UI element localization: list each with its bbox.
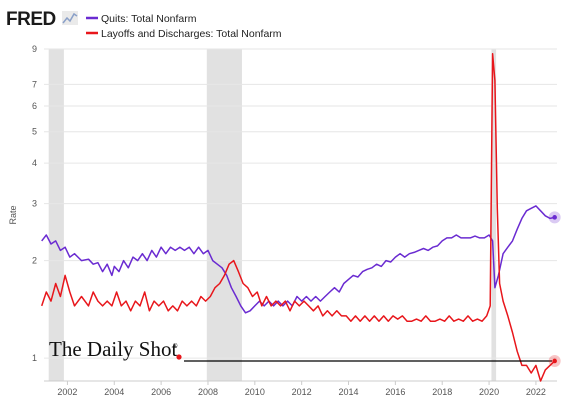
x-tick-label-2020: 2020 xyxy=(479,387,499,397)
x-tick-label-2022: 2022 xyxy=(526,387,546,397)
y-axis-ticks: 1 2 3 4 5 6 7 9 xyxy=(32,44,37,363)
fred-logo[interactable]: FRED xyxy=(6,9,78,30)
x-tick-label-2006: 2006 xyxy=(151,387,171,397)
series-end-dot-1[interactable] xyxy=(552,358,557,364)
chart-line-icon xyxy=(62,11,78,25)
recession-band-0 xyxy=(48,49,64,381)
y-tick-label-6: 6 xyxy=(32,101,37,111)
y-tick-label-3: 3 xyxy=(32,199,37,209)
recession-bands xyxy=(48,49,497,381)
y-tick-label-5: 5 xyxy=(32,127,37,137)
recession-band-1 xyxy=(206,49,242,381)
legend-label-layoffs: Layoffs and Discharges: Total Nonfarm xyxy=(101,28,282,40)
series-line-0[interactable] xyxy=(41,205,555,314)
y-tick-label-1: 1 xyxy=(32,353,37,363)
y-tick-label-9: 9 xyxy=(32,44,37,54)
watermark-dot xyxy=(176,354,182,360)
x-axis-ticks: 2002 2004 2006 2008 2010 2012 2014 2016 2018 2020… xyxy=(57,381,546,397)
x-tick-label-2014: 2014 xyxy=(339,387,359,397)
watermark: The Daily Shot ® xyxy=(49,337,552,362)
legend: Quits: Total Nonfarm Layoffs and Dischar… xyxy=(86,13,282,40)
y-axis-label: Rate xyxy=(8,205,18,224)
x-tick-label-2012: 2012 xyxy=(292,387,312,397)
x-tick-label-2004: 2004 xyxy=(104,387,124,397)
x-tick-label-2016: 2016 xyxy=(385,387,405,397)
x-tick-label-2002: 2002 xyxy=(57,387,77,397)
y-tick-label-2: 2 xyxy=(32,256,37,266)
watermark-text: The Daily Shot xyxy=(49,337,177,361)
x-tick-label-2008: 2008 xyxy=(198,387,218,397)
series-lines xyxy=(40,53,556,382)
series-line-1[interactable] xyxy=(40,53,556,382)
series-endpoints xyxy=(548,211,561,367)
legend-item-layoffs[interactable]: Layoffs and Discharges: Total Nonfarm xyxy=(86,28,282,40)
registered-mark: ® xyxy=(173,343,178,350)
x-tick-label-2010: 2010 xyxy=(245,387,265,397)
recession-band-2 xyxy=(491,49,497,381)
y-tick-label-4: 4 xyxy=(32,158,37,168)
gridlines xyxy=(44,48,557,359)
y-tick-label-7: 7 xyxy=(32,79,37,89)
legend-label-quits: Quits: Total Nonfarm xyxy=(101,13,197,25)
legend-item-quits[interactable]: Quits: Total Nonfarm xyxy=(86,13,197,25)
series-end-dot-0[interactable] xyxy=(552,215,557,220)
fred-logo-text: FRED xyxy=(6,9,56,30)
x-tick-label-2018: 2018 xyxy=(432,387,452,397)
